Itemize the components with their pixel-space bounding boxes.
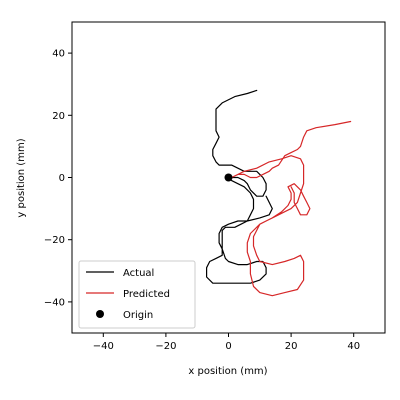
marker-origin (225, 174, 233, 182)
y-tick-label: 20 (52, 111, 65, 122)
legend-label-origin: Origin (123, 310, 153, 321)
legend: Actual Predicted Origin (79, 261, 195, 328)
y-tick-label: −20 (44, 235, 65, 246)
x-tick-label: 40 (347, 341, 360, 352)
legend-swatch-origin (96, 310, 104, 318)
x-tick-label: 20 (285, 341, 298, 352)
x-tick-label: 0 (225, 341, 231, 352)
legend-label-actual: Actual (123, 268, 154, 279)
x-tick-label: −40 (93, 341, 114, 352)
x-tick-label: −20 (155, 341, 176, 352)
y-tick-label: −40 (44, 297, 65, 308)
x-axis-label: x position (mm) (188, 366, 267, 377)
legend-label-predicted: Predicted (123, 289, 170, 300)
y-tick-label: 40 (52, 49, 65, 60)
y-tick-label: 0 (59, 173, 65, 184)
y-axis-label: y position (mm) (16, 138, 27, 217)
